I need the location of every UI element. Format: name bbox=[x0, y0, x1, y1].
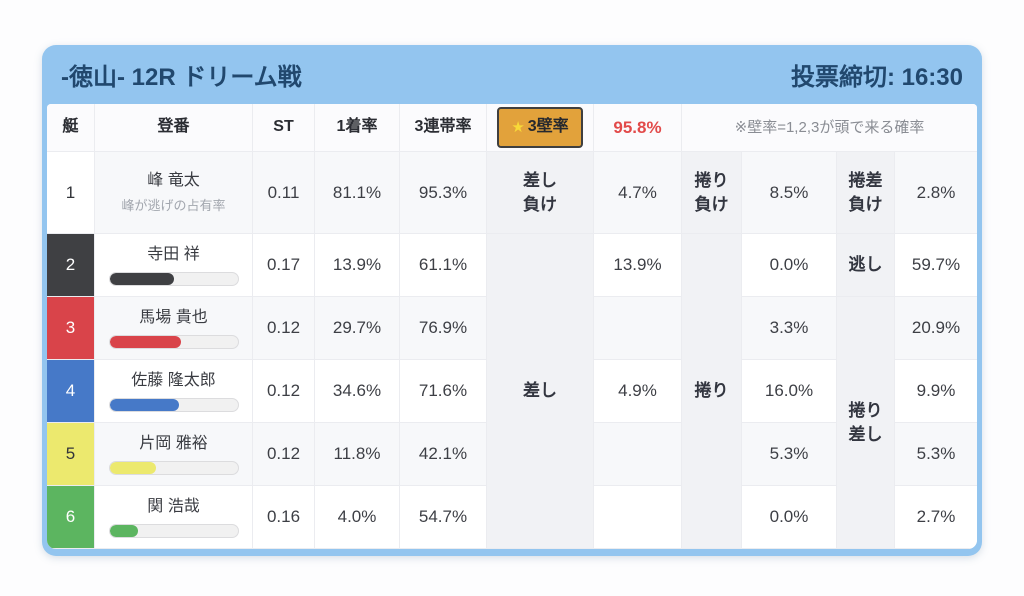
panel-header: -徳山- 12R ドリーム戦 投票締切: 16:30 bbox=[47, 45, 977, 104]
st-2: 0.17 bbox=[253, 234, 315, 297]
makuri-value-3: 3.3% bbox=[742, 297, 837, 360]
value-makusa-make: 2.8% bbox=[895, 152, 977, 234]
win1-2: 13.9% bbox=[315, 234, 400, 297]
racer-name-6: 関 浩哉 bbox=[147, 497, 200, 515]
col-header-st: ST bbox=[253, 104, 315, 152]
label-makusa-make: 捲差 負け bbox=[837, 152, 895, 234]
stat-bar-fill-4 bbox=[109, 399, 179, 412]
wall-rate-button[interactable]: ★ 3壁率 bbox=[497, 107, 583, 148]
vote-deadline: 投票締切: 16:30 bbox=[790, 64, 963, 91]
racer-cell-2: 寺田 祥 bbox=[95, 234, 253, 297]
sashi-value-6 bbox=[594, 486, 682, 549]
label-makuri-make: 捲り 負け bbox=[682, 152, 742, 234]
stat-bar-track-6 bbox=[108, 524, 239, 539]
win1-4: 34.6% bbox=[315, 360, 400, 423]
win1-1: 81.1% bbox=[315, 152, 400, 234]
boat-number-4: 4 bbox=[47, 360, 95, 423]
col-header-boat: 艇 bbox=[47, 104, 95, 152]
stat-bar-track-3 bbox=[108, 335, 239, 350]
col-header-win1: 1着率 bbox=[315, 104, 400, 152]
stat-bar-track-2 bbox=[108, 272, 239, 287]
st-6: 0.16 bbox=[253, 486, 315, 549]
label-nigashi: 逃し bbox=[837, 234, 895, 297]
st-3: 0.12 bbox=[253, 297, 315, 360]
stat-bar-fill-3 bbox=[109, 336, 182, 349]
wall-rate-value: 95.8% bbox=[613, 117, 662, 137]
star-icon: ★ bbox=[511, 118, 525, 136]
stat-bar-fill-5 bbox=[109, 462, 156, 475]
st-5: 0.12 bbox=[253, 423, 315, 486]
racer-cell-1: 峰 竜太 峰が逃げの占有率 bbox=[95, 152, 253, 234]
value-makuri-make: 8.5% bbox=[742, 152, 837, 234]
race-title: -徳山- 12R ドリーム戦 bbox=[61, 64, 302, 91]
top3-3: 76.9% bbox=[400, 297, 487, 360]
racer-cell-3: 馬場 貴也 bbox=[95, 297, 253, 360]
makuri-value-2: 0.0% bbox=[742, 234, 837, 297]
race-info-panel: -徳山- 12R ドリーム戦 投票締切: 16:30 艇 登番 ST 1着率 3… bbox=[42, 45, 982, 556]
wall-rate-label: 3壁率 bbox=[527, 118, 569, 136]
sashi-value-5 bbox=[594, 423, 682, 486]
col-header-top3: 3連帯率 bbox=[400, 104, 487, 152]
label-makuri-span: 捲り bbox=[682, 234, 742, 549]
makurizashi-value-6: 2.7% bbox=[895, 486, 977, 549]
win1-6: 4.0% bbox=[315, 486, 400, 549]
boat-number-5: 5 bbox=[47, 423, 95, 486]
makurizashi-value-5: 5.3% bbox=[895, 423, 977, 486]
boat-number-2: 2 bbox=[47, 234, 95, 297]
racer-name-4: 佐藤 隆太郎 bbox=[131, 371, 216, 389]
label-sashi-span: 差し bbox=[487, 234, 594, 549]
boat-number-1: 1 bbox=[47, 152, 95, 234]
racer-name-3: 馬場 貴也 bbox=[139, 308, 208, 326]
racer-name-5: 片岡 雅裕 bbox=[139, 434, 208, 452]
racer-subtitle-1: 峰が逃げの占有率 bbox=[121, 198, 226, 214]
top3-4: 71.6% bbox=[400, 360, 487, 423]
nigashi-value-2: 59.7% bbox=[895, 234, 977, 297]
racer-name-2: 寺田 祥 bbox=[147, 245, 200, 263]
win1-5: 11.8% bbox=[315, 423, 400, 486]
label-sashi-make: 差し 負け bbox=[487, 152, 594, 234]
racer-name-1: 峰 竜太 bbox=[147, 171, 200, 189]
boat-number-3: 3 bbox=[47, 297, 95, 360]
top3-6: 54.7% bbox=[400, 486, 487, 549]
makurizashi-value-4: 9.9% bbox=[895, 360, 977, 423]
label-makurizashi-span: 捲り 差し bbox=[837, 297, 895, 549]
top3-2: 61.1% bbox=[400, 234, 487, 297]
wall-rate-note-cell: ※壁率=1,2,3が頭で来る確率 bbox=[682, 104, 977, 152]
wall-rate-note: ※壁率=1,2,3が頭で来る確率 bbox=[734, 119, 925, 136]
sashi-value-2: 13.9% bbox=[594, 234, 682, 297]
sashi-value-3 bbox=[594, 297, 682, 360]
racer-cell-6: 関 浩哉 bbox=[95, 486, 253, 549]
race-table: 艇 登番 ST 1着率 3連帯率 ★ 3壁率 95.8% ※壁率=1,2,3が頭… bbox=[47, 104, 977, 549]
sashi-value-4: 4.9% bbox=[594, 360, 682, 423]
st-1: 0.11 bbox=[253, 152, 315, 234]
makuri-value-4: 16.0% bbox=[742, 360, 837, 423]
top3-5: 42.1% bbox=[400, 423, 487, 486]
stat-bar-track-4 bbox=[108, 398, 239, 413]
racer-cell-4: 佐藤 隆太郎 bbox=[95, 360, 253, 423]
stat-bar-track-5 bbox=[108, 461, 239, 476]
win1-3: 29.7% bbox=[315, 297, 400, 360]
makurizashi-value-3: 20.9% bbox=[895, 297, 977, 360]
top3-1: 95.3% bbox=[400, 152, 487, 234]
makuri-value-5: 5.3% bbox=[742, 423, 837, 486]
stat-bar-fill-2 bbox=[109, 273, 174, 286]
st-4: 0.12 bbox=[253, 360, 315, 423]
col-header-wall-rate: ★ 3壁率 bbox=[487, 104, 594, 152]
stat-bar-fill-6 bbox=[109, 525, 138, 538]
makuri-value-6: 0.0% bbox=[742, 486, 837, 549]
racer-cell-5: 片岡 雅裕 bbox=[95, 423, 253, 486]
col-header-racer: 登番 bbox=[95, 104, 253, 152]
wall-rate-value-cell: 95.8% bbox=[594, 104, 682, 152]
value-sashi-make: 4.7% bbox=[594, 152, 682, 234]
boat-number-6: 6 bbox=[47, 486, 95, 549]
